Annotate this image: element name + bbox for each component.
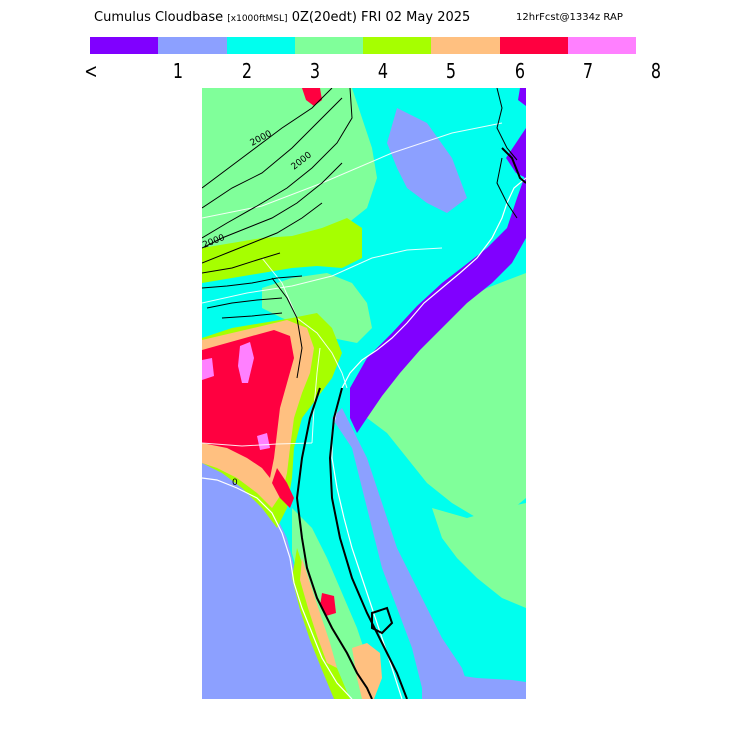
contour-line (202, 88, 333, 189)
field-level0-corner (518, 88, 526, 106)
parameter-units: [x1000ftMSL] (227, 14, 288, 24)
field-level7-central (238, 342, 254, 383)
legend-swatch (431, 37, 500, 54)
field-level7-tiny (257, 433, 270, 450)
field-level1-florida-east (332, 408, 472, 699)
contour-line (202, 97, 343, 209)
legend-tick: 6 (514, 59, 526, 83)
field-level3-georgia (262, 273, 372, 343)
field-level5-tip (352, 643, 382, 699)
field-level6-central (202, 330, 294, 478)
contour-line (221, 312, 283, 319)
state-border-ga-al (311, 347, 321, 444)
field-level6-south (272, 468, 294, 508)
legend-swatch (226, 37, 295, 54)
contour-line (202, 202, 323, 264)
legend-tick: 1 (172, 59, 184, 83)
state-border-nc-sc (202, 247, 443, 304)
legend-tick: 4 (377, 59, 389, 83)
legend-tick-labels: < 1 2 3 4 5 6 7 8 (0, 58, 729, 84)
field-level0-northeast (506, 128, 526, 178)
parameter-name: Cumulus Cloudbase (94, 10, 224, 25)
contour-line (202, 162, 343, 249)
contour-line (496, 157, 518, 219)
color-legend (90, 37, 636, 54)
contour-lines (202, 88, 526, 699)
field-level6-north (302, 88, 322, 106)
legend-tick: 3 (309, 59, 321, 83)
state-border-ga-fl (202, 442, 313, 447)
legend-swatch (567, 37, 636, 54)
legend-swatch (294, 37, 363, 54)
field-level7-small (202, 358, 214, 380)
contour-zero (328, 387, 408, 699)
contour-line (206, 297, 283, 309)
field-level3-atlantic (432, 503, 526, 608)
legend-swatch (90, 37, 159, 54)
contour-line (202, 252, 281, 274)
legend-swatch (158, 37, 227, 54)
forecast-map: 2000 2000 2000 0 (202, 88, 526, 699)
state-border-sc-ga (261, 257, 348, 389)
state-border-north (202, 122, 503, 219)
legend-swatch (499, 37, 568, 54)
field-level5-south (300, 558, 337, 668)
title-text: Cumulus Cloudbase [x1000ftMSL] 0Z(20edt)… (94, 10, 470, 25)
legend-tick: 2 (241, 59, 253, 83)
contour-line (202, 275, 303, 289)
contour-zero (295, 387, 373, 699)
forecast-label: 12hrFcst@1334z RAP (516, 12, 623, 23)
legend-swatch (363, 37, 432, 54)
field-level3-offshore (352, 273, 526, 518)
field-level1-north (387, 108, 467, 213)
legend-tick: < (84, 59, 98, 83)
contour-zero (501, 147, 526, 184)
contour-line (496, 88, 518, 161)
field-level1-southeast (442, 673, 526, 699)
field-level4-inland (202, 218, 362, 283)
coastline-atlantic (331, 177, 526, 699)
coastline-gulf (202, 477, 353, 699)
legend-tick: 7 (582, 59, 594, 83)
field-level0-coastal-band (350, 173, 526, 433)
contour-line (202, 88, 353, 239)
map-svg: 2000 2000 2000 0 (202, 88, 526, 699)
valid-time: 0Z(20edt) FRI 02 May 2025 (291, 10, 471, 25)
legend-tick: 5 (445, 59, 457, 83)
contour-label: 0 (232, 478, 238, 488)
state-boundaries (202, 122, 503, 447)
coastline (202, 177, 526, 699)
map-title: Cumulus Cloudbase [x1000ftMSL] 0Z(20edt)… (0, 8, 729, 28)
contour-zero (371, 606, 394, 635)
field-level3-inland (202, 88, 377, 258)
legend-tick: 8 (650, 59, 662, 83)
contour-line (271, 277, 303, 379)
